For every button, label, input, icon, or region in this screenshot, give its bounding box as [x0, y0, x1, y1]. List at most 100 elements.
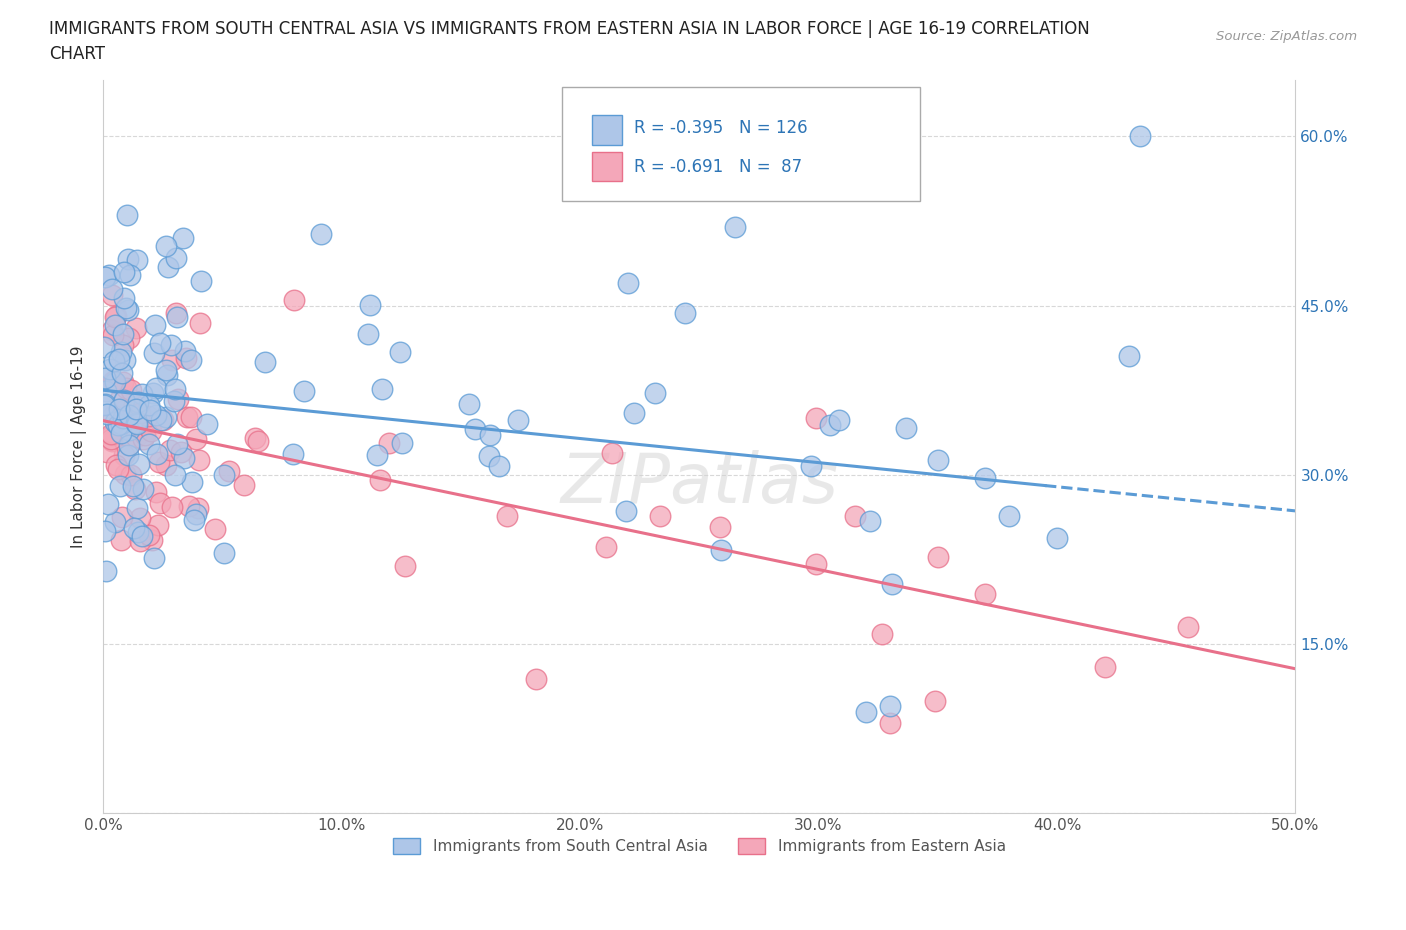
Point	[650, 508, 672, 523]
Point	[129, 533, 152, 548]
Point	[129, 405, 152, 420]
FancyBboxPatch shape	[562, 87, 920, 201]
Point	[828, 413, 851, 428]
Point	[131, 482, 153, 497]
Point	[894, 420, 917, 435]
Point	[104, 374, 127, 389]
Point	[103, 415, 125, 430]
Point	[176, 410, 198, 425]
Point	[146, 447, 169, 462]
Point	[389, 344, 412, 359]
Point	[1046, 530, 1069, 545]
Point	[818, 418, 841, 432]
Point	[122, 521, 145, 536]
Point	[100, 432, 122, 446]
Point	[139, 403, 162, 418]
Point	[673, 306, 696, 321]
Point	[232, 477, 254, 492]
Point	[283, 293, 305, 308]
Point	[98, 268, 121, 283]
Point	[174, 344, 197, 359]
Point	[180, 409, 202, 424]
Text: R = -0.691   N =  87: R = -0.691 N = 87	[634, 157, 801, 176]
Point	[112, 403, 135, 418]
Point	[710, 543, 733, 558]
Point	[458, 396, 481, 411]
Point	[724, 219, 747, 234]
Point	[166, 392, 188, 406]
Point	[94, 524, 117, 538]
Point	[162, 352, 184, 367]
Point	[110, 417, 132, 432]
Point	[124, 482, 146, 497]
Point	[118, 438, 141, 453]
Point	[118, 330, 141, 345]
Point	[595, 539, 617, 554]
Point	[103, 373, 125, 388]
Point	[100, 428, 122, 443]
Point	[927, 550, 949, 565]
Point	[104, 514, 127, 529]
Y-axis label: In Labor Force | Age 16-19: In Labor Force | Age 16-19	[72, 345, 87, 548]
Point	[145, 485, 167, 500]
Point	[120, 382, 142, 397]
Point	[359, 298, 381, 312]
Point	[180, 474, 202, 489]
Point	[127, 500, 149, 515]
Point	[111, 365, 134, 380]
Point	[974, 471, 997, 485]
Point	[157, 259, 180, 274]
Point	[125, 321, 148, 336]
Point	[112, 291, 135, 306]
Point	[110, 345, 132, 360]
Point	[859, 513, 882, 528]
Point	[143, 317, 166, 332]
Point	[166, 310, 188, 325]
Point	[120, 468, 142, 483]
Point	[112, 264, 135, 279]
Point	[94, 564, 117, 578]
Point	[149, 496, 172, 511]
Point	[188, 316, 211, 331]
Point	[111, 509, 134, 524]
Point	[115, 300, 138, 315]
Point	[142, 346, 165, 361]
Point	[136, 408, 159, 423]
Point	[709, 520, 731, 535]
Point	[127, 252, 149, 267]
Point	[125, 417, 148, 432]
Text: Source: ZipAtlas.com: Source: ZipAtlas.com	[1216, 30, 1357, 43]
Point	[131, 387, 153, 402]
Point	[212, 546, 235, 561]
Point	[243, 431, 266, 445]
Point	[187, 501, 209, 516]
Point	[160, 338, 183, 352]
Point	[132, 432, 155, 446]
Point	[93, 397, 115, 412]
Point	[127, 394, 149, 409]
Point	[804, 556, 827, 571]
Point	[127, 525, 149, 539]
Point	[134, 427, 156, 442]
Point	[98, 362, 121, 377]
Point	[190, 274, 212, 289]
Point	[146, 518, 169, 533]
Point	[125, 399, 148, 414]
Point	[121, 479, 143, 494]
Point	[479, 428, 502, 443]
Point	[117, 422, 139, 437]
Point	[184, 432, 207, 446]
Point	[844, 508, 866, 523]
Point	[880, 577, 903, 591]
Point	[118, 407, 141, 422]
Point	[97, 497, 120, 512]
Point	[163, 468, 186, 483]
Point	[141, 423, 163, 438]
Point	[292, 383, 315, 398]
Point	[464, 421, 486, 436]
Point	[128, 511, 150, 525]
Point	[94, 270, 117, 285]
Point	[644, 385, 666, 400]
Point	[368, 473, 391, 488]
Point	[394, 559, 416, 574]
